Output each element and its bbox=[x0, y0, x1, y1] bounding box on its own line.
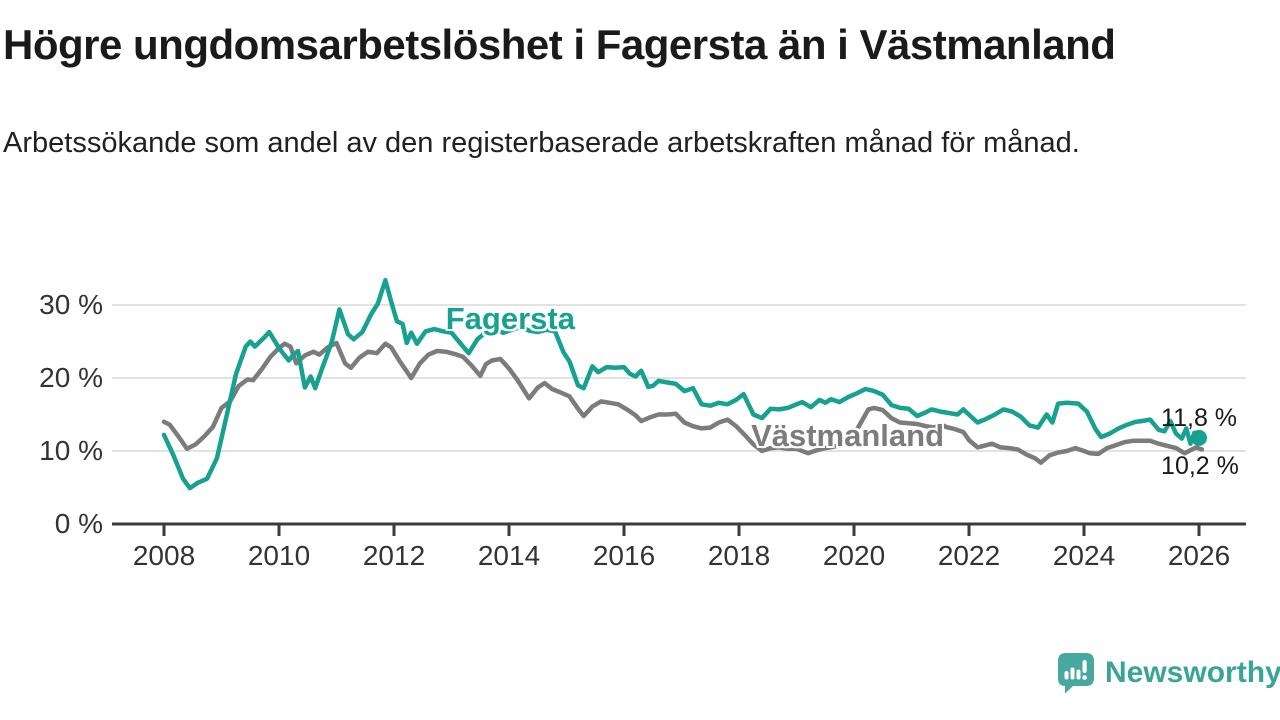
x-axis-label: 2018 bbox=[707, 540, 771, 571]
x-axis-label: 2024 bbox=[1052, 540, 1116, 571]
y-axis-label: 10 % bbox=[39, 435, 103, 466]
x-axis-label: 2014 bbox=[477, 540, 541, 571]
y-axis-label: 30 % bbox=[39, 289, 103, 320]
x-axis-label: 2016 bbox=[592, 540, 656, 571]
x-axis-label: 2022 bbox=[937, 540, 1001, 571]
newsworthy-logo: Newsworthy bbox=[1056, 652, 1280, 694]
series-line-västmanland bbox=[161, 340, 1205, 465]
x-axis-label: 2012 bbox=[362, 540, 426, 571]
y-axis-label: 0 % bbox=[54, 508, 103, 539]
newsworthy-logo-icon bbox=[1058, 653, 1094, 694]
vastmanland-label: Västmanland bbox=[751, 418, 945, 454]
fagersta-label: Fagersta bbox=[445, 300, 575, 336]
x-axis-label: 2008 bbox=[132, 540, 196, 571]
fagersta-end-value: 11,8 % bbox=[1161, 404, 1238, 433]
x-axis-label: 2026 bbox=[1167, 540, 1231, 571]
y-axis-label: 20 % bbox=[39, 362, 103, 393]
x-axis-label: 2020 bbox=[822, 540, 886, 571]
series-line-fagersta bbox=[161, 277, 1202, 491]
chart-subtitle: Arbetssökande som andel av den registerb… bbox=[3, 127, 1080, 159]
chart-title: Högre ungdomsarbetslöshet i Fagersta än … bbox=[3, 21, 1116, 68]
newsworthy-logo-text: Newsworthy bbox=[1105, 656, 1280, 689]
series-end-dot-fagersta bbox=[1191, 429, 1207, 446]
vastmanland-end-value: 10,2 % bbox=[1161, 451, 1239, 480]
x-axis-label: 2010 bbox=[247, 540, 311, 571]
